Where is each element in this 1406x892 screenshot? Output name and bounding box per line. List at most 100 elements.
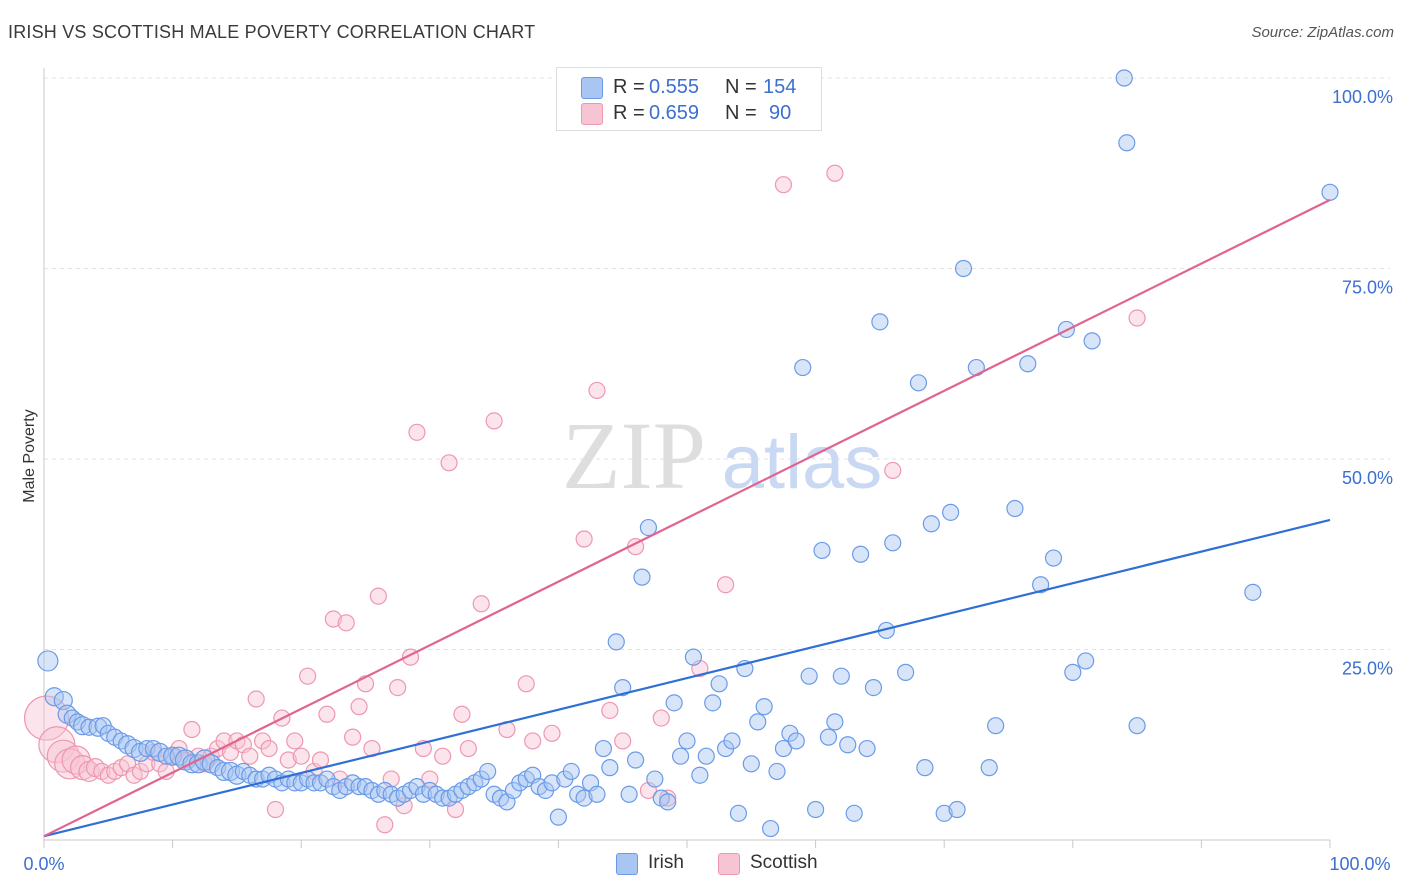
chart-title: IRISH VS SCOTTISH MALE POVERTY CORRELATI…	[8, 22, 536, 42]
irish-point-6	[72, 716, 93, 736]
scottish-point-40	[299, 667, 317, 685]
irish-point-93	[633, 568, 651, 586]
scottish-point-63	[453, 705, 471, 723]
scottish-point-71	[575, 530, 593, 548]
scottish-point-18	[157, 762, 175, 781]
scottish-regression-line	[43, 198, 1331, 838]
irish-point-88	[601, 759, 619, 777]
correlation-legend: R = 0.555 N = 154 R = 0.659 N = 90	[556, 67, 822, 131]
irish-point-139	[948, 800, 966, 819]
irish-point-84	[575, 789, 593, 807]
watermark-zip: ZIP	[562, 402, 706, 509]
series-legend-swatch-irish	[616, 853, 638, 875]
scottish-point-60	[434, 747, 452, 765]
irish-point-150	[1077, 652, 1095, 670]
scottish-point-52	[376, 816, 394, 834]
regression-lines	[43, 198, 1331, 838]
irish-point-128	[858, 739, 876, 758]
irish-point-112	[755, 698, 773, 716]
irish-point-62	[434, 789, 452, 807]
scottish-point-46	[337, 614, 355, 632]
irish-point-145	[1019, 355, 1037, 373]
scottish-point-74	[614, 732, 632, 750]
irish-point-137	[935, 804, 953, 822]
irish-point-146	[1032, 576, 1050, 594]
irish-point-28	[214, 761, 234, 782]
irish-point-95	[646, 770, 664, 788]
irish-point-144	[1006, 499, 1024, 518]
scottish-point-38	[286, 732, 304, 750]
watermark: ZIP atlas	[562, 402, 882, 509]
irish-point-115	[774, 739, 793, 758]
x-tick-label-min: 0.0%	[23, 854, 64, 874]
scottish-point-37	[279, 751, 297, 769]
irish-point-113	[761, 819, 780, 838]
irish-point-105	[710, 675, 728, 693]
irish-point-94	[639, 518, 658, 537]
irish-point-126	[845, 804, 863, 822]
legend-swatch-scottish	[581, 103, 603, 125]
irish-point-19	[157, 747, 175, 765]
irish-point-130	[871, 313, 889, 331]
irish-point-124	[832, 667, 850, 685]
x-ticks	[43, 840, 1331, 848]
irish-point-133	[897, 663, 915, 681]
legend-n-label-irish: N =	[725, 76, 757, 98]
irish-point-99	[671, 747, 690, 765]
irish-point-110	[742, 755, 760, 773]
scottish-point-54	[389, 678, 407, 697]
scottish-point-66	[485, 412, 503, 430]
scottish-point-43	[318, 705, 336, 723]
scottish-point-69	[524, 732, 542, 750]
irish-regression-line	[43, 518, 1331, 838]
irish-point-111	[749, 713, 767, 731]
irish-point-156	[1321, 183, 1339, 201]
scottish-point-78	[659, 789, 677, 807]
irish-point-152	[1115, 69, 1133, 87]
legend-r-value-scottish: 0.659	[649, 102, 700, 124]
irish-point-122	[819, 728, 838, 746]
irish-point-155	[1244, 583, 1262, 601]
legend-n-label-scottish: N =	[725, 102, 757, 124]
irish-point-100	[678, 732, 696, 750]
irish-point-92	[626, 751, 645, 769]
scottish-point-31	[241, 747, 259, 765]
source-label: Source: ZipAtlas.com	[1251, 24, 1394, 41]
irish-point-121	[813, 541, 831, 560]
irish-point-97	[659, 793, 677, 811]
irish-point-91	[620, 785, 638, 803]
irish-point-117	[787, 732, 805, 750]
scottish-point-77	[652, 709, 670, 727]
grid	[44, 77, 1390, 650]
legend-r-label-scottish: R =	[613, 102, 645, 124]
scottish-point-70	[543, 724, 561, 742]
scottish-point-32	[247, 690, 265, 708]
y-tick-label-75: 75.0%	[1342, 278, 1393, 298]
legend-n-value-scottish: 90	[769, 102, 792, 124]
scottish-point-34	[260, 739, 278, 758]
irish-point-8	[88, 717, 108, 737]
legend-r-label-irish: R =	[613, 76, 645, 98]
irish-point-98	[665, 694, 683, 712]
scottish-point-68	[517, 675, 535, 693]
irish-point-69	[479, 762, 497, 781]
series-legend-swatch-scottish	[718, 853, 740, 875]
scottish-point-65	[472, 595, 490, 613]
scottish-point-51	[369, 587, 387, 605]
irish-point-42	[305, 774, 323, 792]
irish-point-102	[691, 766, 709, 784]
scottish-points	[23, 69, 1146, 834]
irish-point-132	[884, 534, 902, 552]
irish-point-114	[768, 762, 786, 781]
y-tick-label-50: 50.0%	[1342, 468, 1393, 488]
irish-point-147	[1044, 549, 1063, 567]
y-tick-labels: 100.0% 75.0% 50.0% 25.0%	[1332, 87, 1393, 679]
irish-point-143	[987, 717, 1005, 735]
irish-point-20	[163, 746, 183, 766]
scottish-point-72	[588, 381, 606, 400]
irish-point-104	[704, 694, 722, 712]
scottish-point-47	[344, 728, 362, 746]
irish-point-127	[852, 545, 870, 563]
legend-n-value-irish: 154	[763, 76, 797, 98]
